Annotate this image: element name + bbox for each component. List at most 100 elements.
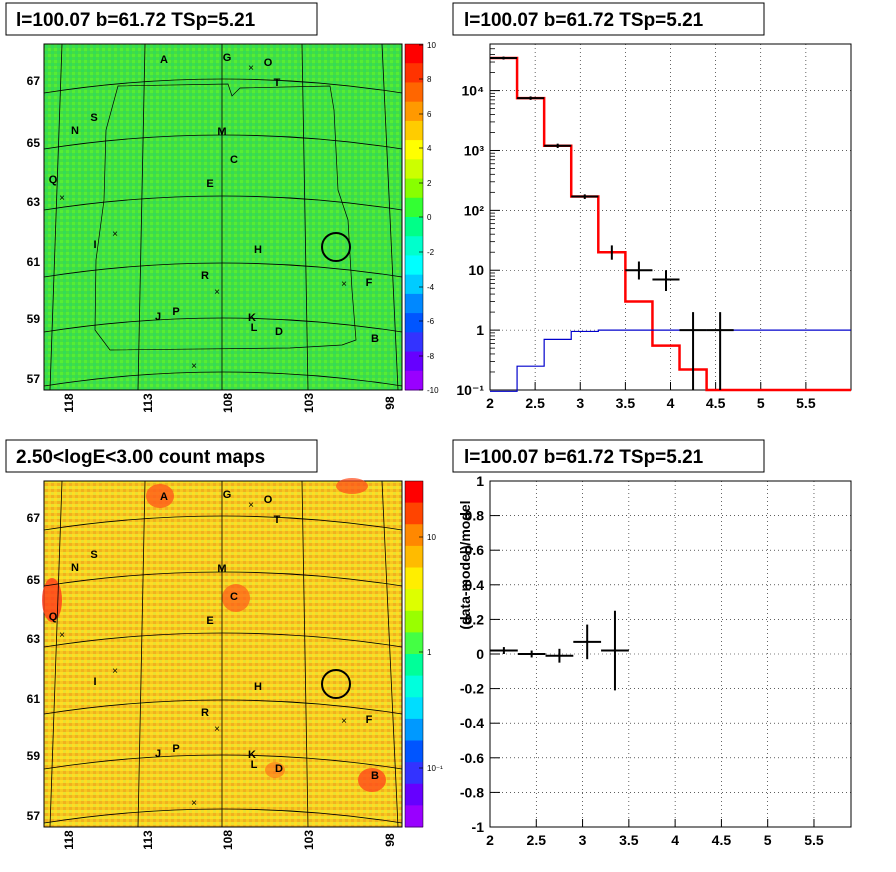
colorbar-tick: 10 <box>427 533 436 542</box>
hotspot-C <box>222 584 250 612</box>
colorbar-swatch <box>405 236 423 256</box>
y-axis-label: (data-model)/model <box>457 500 473 629</box>
colorbar-swatch <box>405 610 423 633</box>
x-tick-label: 4 <box>671 832 679 848</box>
map-y-tick: 67 <box>27 511 41 525</box>
skymap-bl: A G OT SN M C Q E I H R F J P KL D B × × × × × × 67 65 63 61 59 57 1… <box>27 478 403 850</box>
y-tick-label: -1 <box>472 819 485 835</box>
y-tick-label: 10 <box>468 262 484 278</box>
colorbar-swatch <box>405 502 423 525</box>
colorbar-bl: 10 1 10⁻¹ <box>404 480 443 828</box>
longitude-line <box>137 43 146 391</box>
map-x-tick: 118 <box>62 393 76 413</box>
y-tick-label: 10⁻¹ <box>456 382 484 398</box>
target-circle-tl <box>321 232 351 262</box>
source-label-N: N <box>71 562 79 574</box>
x-tick-label: 3 <box>576 395 584 411</box>
source-label-E: E <box>206 178 213 190</box>
colorbar-tick: 6 <box>427 110 432 119</box>
x-tick-label: 4.5 <box>712 832 732 848</box>
map-y-tick: 65 <box>27 573 41 587</box>
colorbar-swatch <box>405 217 423 237</box>
latitude-line <box>43 371 403 387</box>
source-labels-bl: A G OT SN M C Q E I H R F J P KL D B × × × × × × <box>49 489 379 809</box>
source-label-B: B <box>371 770 379 782</box>
source-label-T: T <box>274 77 281 89</box>
source-marker: × <box>248 63 254 74</box>
source-label-H: H <box>254 244 262 256</box>
source-label-E: E <box>206 615 213 627</box>
y-tick-label: 10² <box>464 202 485 218</box>
source-label-T: T <box>274 514 281 526</box>
source-label-J: J <box>155 748 161 760</box>
y-tick-label: 0.2 <box>465 611 485 627</box>
map-y-tick: 63 <box>27 195 41 209</box>
colorbar-swatch <box>405 293 423 314</box>
latitude-line <box>43 134 403 150</box>
title-box-tl <box>5 2 318 36</box>
y-tick-label: 0.4 <box>465 577 485 593</box>
source-label-S: S <box>90 549 97 561</box>
x-tick-label: 3 <box>579 832 587 848</box>
source-label-A: A <box>160 491 168 503</box>
colorbar-swatch <box>405 567 423 590</box>
colorbar-swatch <box>405 255 423 276</box>
source-label-F: F <box>366 714 373 726</box>
source-label-K: K <box>248 749 256 761</box>
x-tick-label: 4.5 <box>706 395 726 411</box>
colorbar-tick: 1 <box>427 648 432 657</box>
y-tick-label: -0.4 <box>460 715 484 731</box>
colorbar-tick: -2 <box>427 248 435 257</box>
map-y-tick: 59 <box>27 312 41 326</box>
title-br: l=100.07 b=61.72 TSp=5.21 <box>464 447 704 468</box>
source-label-R: R <box>201 707 209 719</box>
colorbar-tick: -10 <box>427 386 439 395</box>
colorbar-swatch <box>405 140 423 160</box>
map-y-tick: 61 <box>27 255 41 269</box>
map-x-tick: 98 <box>383 396 397 410</box>
colorbar-tick: -6 <box>427 317 435 326</box>
source-label-A: A <box>160 54 168 66</box>
source-label-D: D <box>275 763 283 775</box>
map-ticks-tl: 67 65 63 61 59 57 118 113 108 103 98 <box>27 74 397 413</box>
map-x-tick: 103 <box>302 393 316 413</box>
latitude-line <box>43 754 403 770</box>
colorbar-swatch <box>405 178 423 199</box>
map-x-tick: 108 <box>221 830 235 850</box>
colorbar-swatch <box>405 351 423 372</box>
colorbar-swatch <box>405 632 423 655</box>
colorbar-swatch <box>405 197 423 218</box>
source-labels-tl: A G OT SN M C Q E I H R F J P KL D B × × × × × × <box>49 52 379 372</box>
y-tick-label: -0.6 <box>460 750 484 766</box>
colorbar-tick: 10 <box>427 41 436 50</box>
title-box-br <box>452 439 765 473</box>
source-label-N: N <box>71 125 79 137</box>
colorbar-swatch <box>405 783 423 806</box>
colorbar-swatch <box>405 332 423 353</box>
colorbar-swatch <box>405 762 423 785</box>
source-label-I: I <box>93 239 96 251</box>
colorbar-swatch <box>405 697 423 720</box>
latitude-line <box>43 699 403 715</box>
colorbar-tick: -8 <box>427 352 435 361</box>
source-label-L: L <box>251 759 258 771</box>
map-x-tick: 118 <box>62 830 76 850</box>
latitude-line <box>43 515 403 531</box>
x-tick-label: 4 <box>667 395 675 411</box>
panel-bottom-left: 2.50<logE<3.00 count maps A G OT SN M C Q E I H R F… <box>5 439 443 850</box>
source-label-D: D <box>275 326 283 338</box>
x-tick-label: 5 <box>757 395 765 411</box>
map-y-tick: 67 <box>27 74 41 88</box>
longitude-line <box>381 480 399 828</box>
hotspot-B <box>358 768 386 792</box>
panel-top-right: l=100.07 b=61.72 TSp=5.21 2 2.5 3 3.5 4 4.5 5 5… <box>452 2 852 411</box>
source-marker: × <box>248 500 254 511</box>
map-y-tick: 57 <box>27 372 41 386</box>
x-tick-label: 3.5 <box>619 832 639 848</box>
source-marker: × <box>214 287 220 298</box>
map-x-tick: 98 <box>383 833 397 847</box>
colorbar-swatch <box>405 481 423 504</box>
hotspot-Q <box>42 578 62 622</box>
source-label-P: P <box>172 743 179 755</box>
